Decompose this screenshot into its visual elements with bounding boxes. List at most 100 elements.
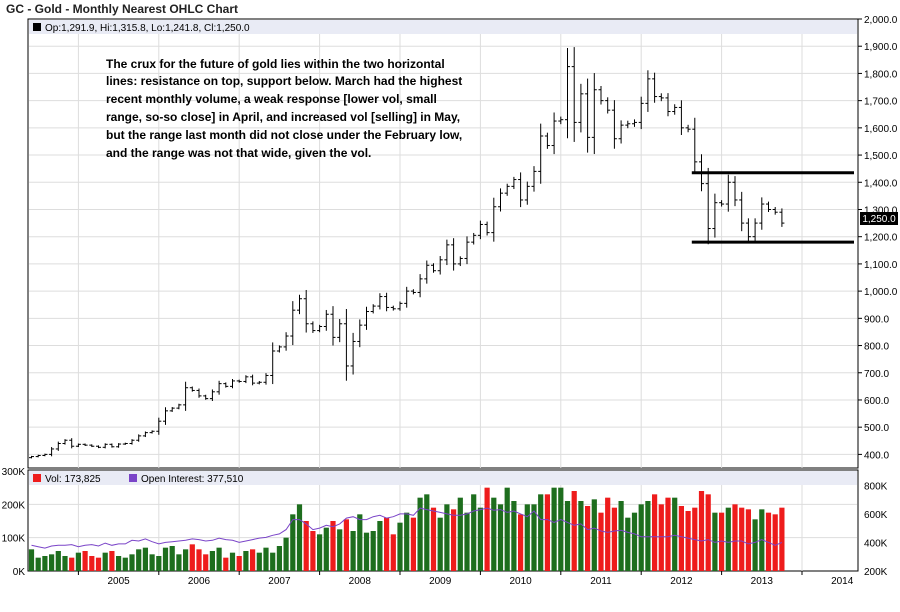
price-tick-label: 2,000.0 <box>864 15 898 26</box>
volume-bar <box>75 552 81 571</box>
volume-tick-label: 300K <box>2 467 26 478</box>
volume-bar <box>229 552 236 571</box>
ohlc-bar <box>752 218 758 242</box>
annotation-line: The crux for the future of gold lies wit… <box>106 57 445 71</box>
volume-bar <box>337 529 343 571</box>
volume-bar <box>169 546 175 571</box>
ohlc-bar <box>451 238 457 271</box>
volume-bar <box>290 514 296 571</box>
ohlc-bar <box>685 124 691 133</box>
ohlc-bar <box>498 188 503 212</box>
volume-bar <box>42 556 48 571</box>
oi-tick-label: 200K <box>864 567 888 578</box>
volume-bar <box>256 552 262 571</box>
x-tick-label: 2009 <box>429 576 452 587</box>
volume-bar <box>122 557 128 571</box>
volume-bars <box>28 487 785 571</box>
annotation-line: and the range was not that wide, given t… <box>106 146 371 160</box>
ohlc-bar <box>122 442 128 445</box>
ohlc-bar <box>116 443 122 448</box>
ohlc-bar <box>377 293 383 310</box>
ohlc-bar <box>524 181 530 205</box>
volume-bar <box>705 494 711 571</box>
ohlc-bar <box>96 445 101 449</box>
volume-bar <box>323 527 329 571</box>
volume-bar <box>404 512 410 571</box>
ohlc-bar <box>739 191 745 232</box>
volume-bar <box>109 551 115 571</box>
ohlc-bar <box>766 201 771 212</box>
ohlc-bar <box>611 100 617 149</box>
ohlc-bar <box>404 286 410 308</box>
volume-bar <box>183 549 189 571</box>
ohlc-bar <box>303 289 309 333</box>
volume-bar <box>129 554 135 571</box>
last-price-label: 1,250.0 <box>862 214 896 225</box>
ohlc-bar <box>390 305 396 311</box>
ohlc-bar <box>504 183 510 196</box>
price-tick-label: 800.0 <box>864 342 889 353</box>
ohlc-bar <box>350 332 356 375</box>
ohlc-bar <box>370 304 376 314</box>
ohlc-bar <box>544 132 550 149</box>
oi-legend-text: Open Interest: 377,510 <box>141 474 244 485</box>
volume-bar <box>538 494 544 571</box>
ohlc-bar <box>618 120 624 144</box>
price-y-axis: 400.0 500.0 600.0 700.0 800.0 900.0 1,000.0 1,1… <box>858 15 898 461</box>
ohlc-bar <box>263 373 269 385</box>
price-tick-label: 1,500.0 <box>864 151 898 162</box>
ohlc-bar <box>256 381 262 385</box>
oi-legend-marker <box>129 474 137 482</box>
volume-bar <box>397 522 403 571</box>
chart-title: GC - Gold - Monthly Nearest OHLC Chart <box>6 2 239 16</box>
volume-bar <box>665 497 671 571</box>
ohlc-bar <box>431 263 436 273</box>
ohlc-bar <box>551 112 557 155</box>
volume-bar <box>136 549 142 571</box>
price-tick-label: 1,600.0 <box>864 124 898 135</box>
volume-bar <box>162 547 169 571</box>
ohlc-bar <box>82 443 88 446</box>
volume-bar <box>471 494 477 571</box>
volume-bar <box>598 512 604 571</box>
price-tick-label: 1,000.0 <box>864 287 898 298</box>
ohlc-bar <box>518 172 524 208</box>
volume-bar <box>243 551 249 571</box>
volume-legend-text: Vol: 173,825 <box>45 474 101 485</box>
volume-bar <box>203 554 209 571</box>
ohlc-bar <box>109 443 115 448</box>
support-resistance-lines <box>691 171 854 244</box>
ohlc-bar <box>491 197 497 242</box>
volume-bar <box>283 537 289 571</box>
volume-bar <box>544 494 550 571</box>
volume-bar <box>585 506 591 571</box>
volume-bar <box>390 534 396 571</box>
ohlc-bar <box>283 332 289 351</box>
ohlc-bar <box>323 309 329 331</box>
volume-bar <box>712 512 718 571</box>
volume-bar <box>363 532 370 571</box>
ohlc-bar <box>317 324 323 333</box>
ohlc-bar <box>417 274 423 298</box>
volume-bar <box>317 534 323 571</box>
volume-bar <box>531 504 537 571</box>
x-axis: 2005 2006 2007 2008 2009 2010 2011 2012 2013 2014 <box>77 571 854 587</box>
volume-tick-label: 200K <box>2 500 26 511</box>
volume-bar <box>605 497 611 571</box>
volume-bar <box>209 551 215 571</box>
ohlc-bar <box>471 232 477 245</box>
volume-bar <box>558 487 564 571</box>
ohlc-bar <box>62 439 68 445</box>
x-tick-label: 2005 <box>107 576 130 587</box>
ohlc-bar <box>678 100 684 135</box>
volume-bar <box>745 509 751 571</box>
volume-axes: 0K 100K 200K 300K 200K 400K 600K 800K <box>2 467 888 578</box>
ohlc-bar <box>591 73 597 155</box>
volume-bar <box>698 491 705 571</box>
ohlc-bar <box>745 218 751 242</box>
volume-bar <box>377 521 383 571</box>
price-tick-label: 600.0 <box>864 396 889 407</box>
ohlc-bar <box>169 407 175 412</box>
ohlc-bar <box>732 176 738 207</box>
price-tick-label: 1,700.0 <box>864 97 898 108</box>
